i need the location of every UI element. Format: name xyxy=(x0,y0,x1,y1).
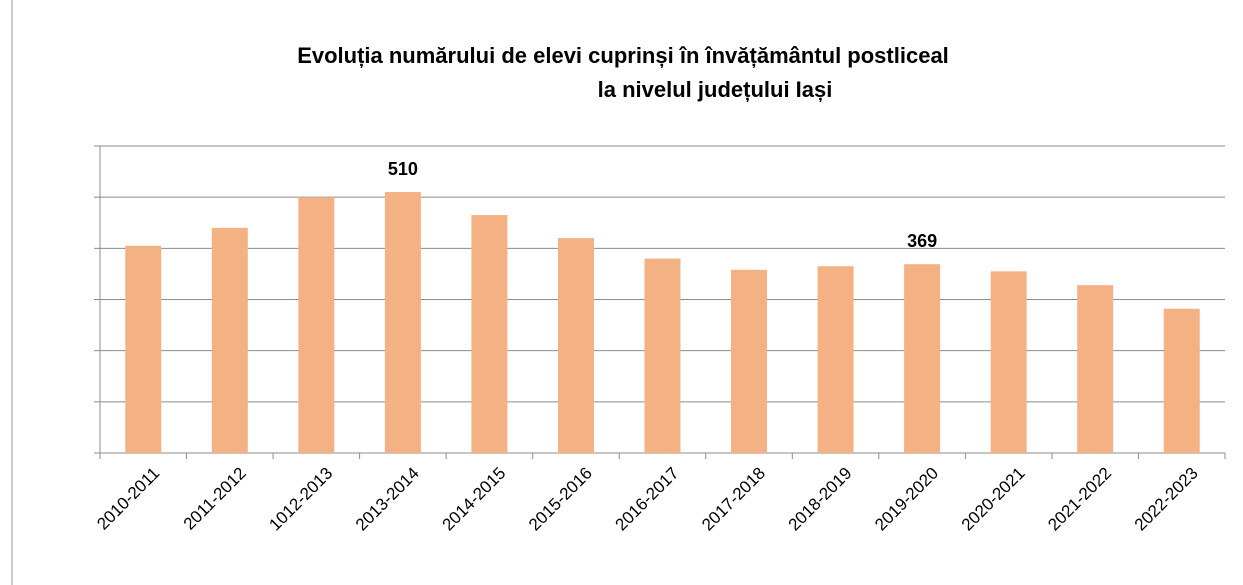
x-tick-label: 2016-2017 xyxy=(612,464,683,535)
x-tick-label: 2019-2020 xyxy=(871,464,942,535)
bar xyxy=(644,258,681,453)
x-tick-label: 2022-2023 xyxy=(1131,464,1202,535)
x-tick-label: 2020-2021 xyxy=(958,464,1029,535)
bar xyxy=(384,192,421,454)
x-tick-label: 2011-2012 xyxy=(180,464,250,534)
bar xyxy=(211,227,248,453)
x-tick-label: 1012-2013 xyxy=(265,464,336,535)
chart-title: Evoluția numărului de elevi cuprinși în … xyxy=(297,43,949,68)
bar xyxy=(1077,285,1114,453)
x-tick-label: 2017-2018 xyxy=(698,464,769,535)
bar xyxy=(817,266,854,453)
chart-title: la nivelul județului Iași xyxy=(598,77,833,102)
x-tick-label: 2018-2019 xyxy=(785,464,856,535)
x-tick-label: 2010-2011 xyxy=(93,464,163,534)
x-tick-label: 2014-2015 xyxy=(438,464,509,535)
bar xyxy=(471,215,508,453)
bar xyxy=(125,245,162,453)
bar xyxy=(990,271,1027,453)
bar xyxy=(557,238,594,453)
x-tick-label: 2015-2016 xyxy=(525,464,596,535)
data-label: 369 xyxy=(907,231,937,251)
bar xyxy=(298,197,335,453)
data-label: 510 xyxy=(388,159,418,179)
bar xyxy=(1163,308,1200,453)
bar xyxy=(904,264,941,453)
bar xyxy=(731,269,768,453)
x-tick-label: 2013-2014 xyxy=(352,464,423,535)
x-tick-label: 2021-2022 xyxy=(1044,464,1115,535)
